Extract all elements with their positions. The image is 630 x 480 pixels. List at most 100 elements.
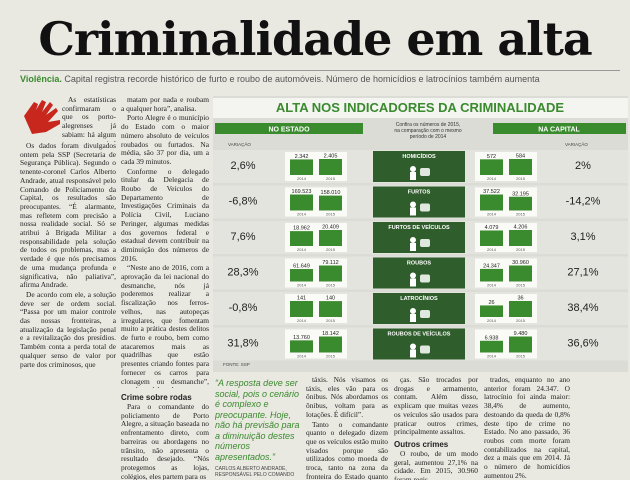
- year-label: 2015: [326, 212, 336, 217]
- year-label: 2014: [297, 247, 307, 252]
- paragraph: “Neste ano de 2016, com a aprovação da l…: [121, 263, 209, 388]
- bar: [480, 194, 503, 211]
- year-label: 2015: [326, 354, 336, 359]
- bar: [509, 196, 532, 211]
- variation-label: VARIAÇÃO: [565, 141, 588, 147]
- bar: [319, 301, 342, 317]
- year-label: 2014: [487, 318, 497, 323]
- icon: [410, 172, 416, 180]
- pull-quote: “A resposta deve ser social, pois o cená…: [215, 378, 301, 478]
- column: matam por nada e roubam a qualquer hora”…: [121, 96, 209, 388]
- category-box: [373, 186, 465, 218]
- bar-value: 24.347: [483, 263, 500, 269]
- year-label: 2014: [297, 212, 307, 217]
- category-label: FURTOS: [408, 190, 431, 196]
- bar: [290, 269, 313, 282]
- bar: [509, 159, 532, 175]
- capital-label: NA CAPITAL: [538, 127, 580, 134]
- headline: Criminalidade em alta: [38, 12, 592, 66]
- paragraph: Porto Alegre é o município do Estado com…: [121, 113, 209, 166]
- bar: [480, 268, 503, 282]
- hand: [24, 100, 60, 134]
- bar-value: 18.962: [293, 226, 310, 232]
- year-label: 2015: [516, 354, 526, 359]
- source: FONTE: SSP: [223, 362, 250, 367]
- year-label: 2015: [516, 247, 526, 252]
- year-label: 2014: [487, 212, 497, 217]
- year-label: 2014: [297, 354, 307, 359]
- bar: [480, 230, 503, 246]
- category-label: LATROCÍNIOS: [400, 294, 438, 302]
- bar: [509, 230, 532, 246]
- infographic-title: ALTA NOS INDICADORES DA CRIMINALIDADE: [276, 100, 564, 115]
- year-label: 2015: [516, 212, 526, 217]
- title-band: [213, 98, 628, 118]
- icon: [410, 243, 416, 251]
- year-label: 2014: [297, 318, 307, 323]
- year-label: 2015: [326, 318, 336, 323]
- year-label: 2015: [326, 176, 336, 181]
- subtitle: Violência. Capital registra recorde hist…: [20, 74, 630, 84]
- variation: 28,3%: [227, 267, 258, 279]
- icon: [420, 168, 430, 176]
- bar-value: 584: [516, 154, 525, 160]
- variation: 2,6%: [230, 160, 255, 172]
- year-label: 2015: [326, 283, 336, 288]
- year-label: 2015: [516, 283, 526, 288]
- bar: [290, 159, 313, 175]
- paragraph: O roubo, de um modo geral, aumentou 27,1…: [394, 448, 478, 480]
- bar-value: 30.960: [512, 260, 529, 266]
- bar-value: 4.079: [485, 225, 499, 231]
- paragraph: ças. São trocados por drogas e armamento…: [394, 376, 478, 437]
- state-label: NO ESTADO: [268, 127, 310, 134]
- bar-value: 158.010: [321, 190, 341, 196]
- category-label: HOMICÍDIOS: [402, 152, 436, 160]
- subhead: Outros crimes: [394, 439, 449, 449]
- bar: [319, 336, 342, 353]
- bar-value: 2.405: [324, 154, 338, 160]
- bar-value: 141: [297, 296, 306, 302]
- variation: 36,6%: [567, 338, 598, 350]
- variation: 27,1%: [567, 267, 598, 279]
- variation: 38,4%: [567, 302, 598, 314]
- subhead: Crime sobre rodas: [121, 393, 192, 402]
- icon: [410, 207, 416, 216]
- variation: -0,8%: [229, 302, 258, 314]
- icon: [420, 274, 430, 283]
- category-box: [373, 257, 465, 289]
- bar: [319, 230, 342, 246]
- variation: -6,8%: [229, 196, 258, 208]
- year-label: 2014: [487, 176, 497, 181]
- bar-value: 140: [326, 296, 335, 302]
- year-label: 2014: [487, 354, 497, 359]
- paragraph: matam por nada e roubam a qualquer hora”…: [121, 96, 209, 113]
- bar: [319, 265, 342, 282]
- column: Crime sobre rodas Para o comandante do po…: [121, 390, 209, 480]
- category-label: ROUBOS DE VEÍCULOS: [388, 330, 451, 338]
- column: ças. São trocados por drogas e armamento…: [394, 376, 478, 480]
- variation: -14,2%: [566, 196, 601, 208]
- bar: [319, 195, 342, 211]
- icon: [420, 239, 430, 247]
- bar-value: 4.206: [514, 225, 528, 231]
- bar: [480, 159, 503, 175]
- bar-value: 26: [488, 300, 494, 306]
- year-label: 2014: [487, 247, 497, 252]
- variation: 31,8%: [227, 338, 258, 350]
- bar: [290, 194, 313, 211]
- category-box: [373, 222, 465, 253]
- bar: [480, 305, 503, 317]
- paragraph: De acordo com ele, a solução deve ser de…: [20, 289, 116, 369]
- paragraph: trados, enquanto no ano anterior foram 2…: [484, 376, 570, 480]
- paragraph: Conforme o delegado titular da Delegacia…: [121, 166, 209, 263]
- icon: [410, 166, 416, 172]
- icon: [410, 201, 416, 208]
- bar: [319, 159, 342, 175]
- caption: na comparação com o mesmo: [394, 128, 461, 134]
- paragraph: Os dados foram divulgados ontem pela SSP…: [20, 142, 116, 290]
- variation: 3,1%: [570, 231, 595, 243]
- icon: [410, 343, 416, 350]
- year-label: 2015: [326, 247, 336, 252]
- state-band: [215, 123, 363, 134]
- bar: [290, 301, 313, 317]
